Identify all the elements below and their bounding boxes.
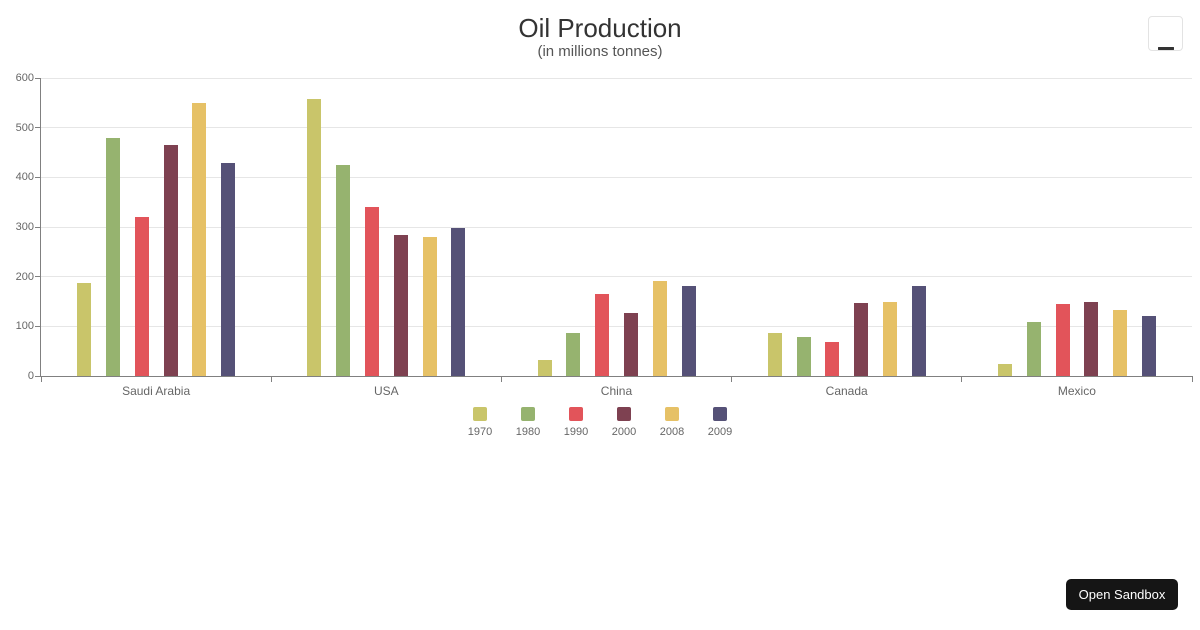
chart-plot-area: 0 100 200 300 400 500 600 Saudi Arabia USA China C… — [16, 72, 1193, 398]
legend-item-1970[interactable]: 1970 — [456, 407, 504, 438]
x-axis-tick — [1191, 376, 1193, 382]
bar-1970-canada[interactable] — [767, 332, 782, 376]
legend-label: 2008 — [659, 426, 685, 438]
bar-2008-usa[interactable] — [422, 236, 437, 376]
y-axis-tick — [35, 226, 41, 228]
legend-item-1990[interactable]: 1990 — [552, 407, 600, 438]
x-axis-label: Mexico — [1057, 384, 1096, 398]
x-axis-tick — [40, 376, 42, 382]
bar-1980-canada[interactable] — [796, 336, 811, 376]
legend-label: 2000 — [611, 426, 637, 438]
x-axis-tick — [731, 376, 733, 382]
x-axis-tick — [270, 376, 272, 382]
bar-1970-usa[interactable] — [307, 98, 322, 376]
bar-2009-saudi-arabia[interactable] — [221, 162, 236, 376]
bar-2000-china[interactable] — [623, 312, 638, 376]
legend-item-1980[interactable]: 1980 — [504, 407, 552, 438]
legend-label: 2009 — [707, 426, 733, 438]
bar-2008-mexico[interactable] — [1113, 309, 1128, 376]
chart-legend: 1970 1980 1990 2000 2008 2009 — [456, 407, 744, 438]
legend-label: 1990 — [563, 426, 589, 438]
y-axis-tick — [35, 375, 41, 377]
x-axis-label: Saudi Arabia — [122, 384, 191, 398]
bar-1990-saudi-arabia[interactable] — [134, 217, 149, 376]
bar-1990-china[interactable] — [595, 294, 610, 376]
gridline — [41, 77, 1192, 79]
bar-1980-saudi-arabia[interactable] — [105, 137, 120, 376]
bar-2008-saudi-arabia[interactable] — [192, 102, 207, 376]
bar-1980-usa[interactable] — [336, 165, 351, 376]
bar-2009-china[interactable] — [681, 286, 696, 376]
bar-2000-mexico[interactable] — [1084, 302, 1099, 376]
gridline — [41, 127, 1192, 129]
bar-1970-saudi-arabia[interactable] — [77, 283, 92, 376]
bar-1980-mexico[interactable] — [1026, 321, 1041, 376]
bar-1970-mexico[interactable] — [997, 364, 1012, 376]
chart-subtitle: (in millions tonnes) — [537, 43, 663, 60]
y-axis-label: 300 — [15, 221, 34, 233]
legend-swatch — [569, 407, 583, 421]
y-axis-label: 500 — [15, 121, 34, 134]
x-axis-label: Canada — [825, 384, 868, 398]
legend-item-2000[interactable]: 2000 — [600, 407, 648, 438]
y-axis-label: 600 — [15, 72, 34, 84]
bar-1990-mexico[interactable] — [1055, 303, 1070, 376]
gridline — [41, 325, 1192, 327]
bar-2008-canada[interactable] — [882, 302, 897, 376]
y-axis-label: 200 — [15, 270, 34, 283]
bar-2009-mexico[interactable] — [1141, 315, 1156, 376]
legend-swatch — [665, 407, 679, 421]
x-axis-label: China — [600, 384, 633, 398]
legend-label: 1980 — [515, 426, 541, 438]
y-axis-tick — [35, 325, 41, 327]
y-axis-tick — [35, 127, 41, 129]
chart-context-menu-button[interactable] — [1148, 16, 1183, 51]
bar-1980-china[interactable] — [566, 333, 581, 376]
gridline — [41, 276, 1192, 278]
x-axis-label: USA — [373, 384, 399, 398]
legend-swatch — [617, 407, 631, 421]
y-axis-label: 100 — [15, 320, 34, 333]
y-axis-label: 400 — [15, 171, 34, 184]
x-axis-tick — [961, 376, 963, 382]
legend-swatch — [473, 407, 487, 421]
bar-2009-usa[interactable] — [451, 228, 466, 376]
bar-2009-canada[interactable] — [911, 286, 926, 376]
y-axis-tick — [35, 176, 41, 178]
legend-swatch — [713, 407, 727, 421]
y-axis-tick — [35, 77, 41, 79]
bar-2000-canada[interactable] — [854, 303, 869, 376]
legend-swatch — [521, 407, 535, 421]
bar-1990-canada[interactable] — [825, 342, 840, 376]
x-axis-tick — [500, 376, 502, 382]
open-sandbox-button[interactable]: Open Sandbox — [1066, 579, 1178, 610]
y-axis-label: 0 — [27, 370, 34, 382]
bar-1990-usa[interactable] — [364, 207, 379, 376]
gridline — [41, 176, 1192, 178]
legend-item-2009[interactable]: 2009 — [696, 407, 744, 438]
chart-title: Oil Production — [518, 13, 682, 43]
legend-label: 1970 — [467, 426, 493, 438]
bar-2008-china[interactable] — [652, 280, 667, 376]
legend-item-2008[interactable]: 2008 — [648, 407, 696, 438]
bar-2000-usa[interactable] — [393, 235, 408, 376]
bar-2000-saudi-arabia[interactable] — [163, 145, 178, 376]
gridline — [41, 226, 1192, 228]
bar-1970-china[interactable] — [537, 360, 552, 376]
y-axis-tick — [35, 276, 41, 278]
